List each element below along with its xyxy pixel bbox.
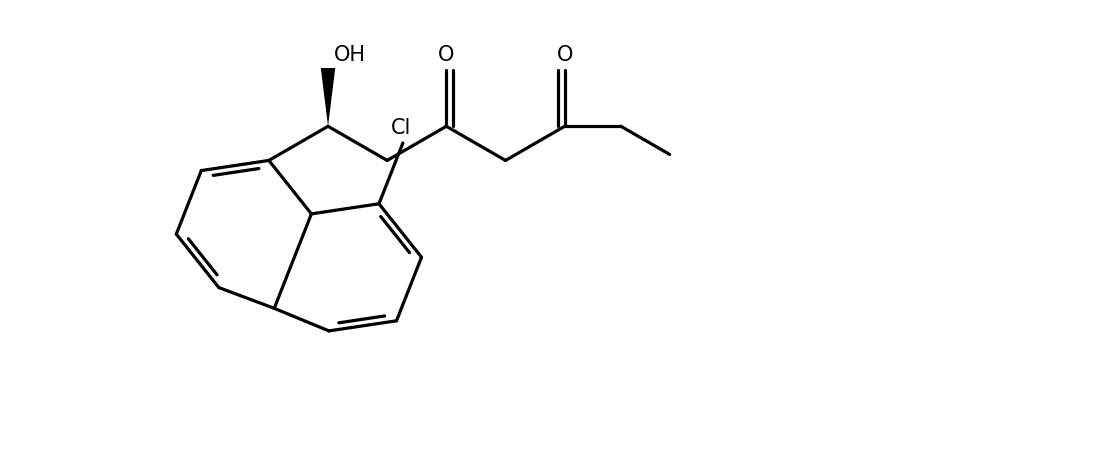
Text: O: O [439, 45, 454, 65]
Text: Cl: Cl [391, 118, 411, 138]
Text: OH: OH [334, 45, 366, 65]
Text: O: O [557, 45, 573, 65]
Polygon shape [321, 68, 335, 126]
